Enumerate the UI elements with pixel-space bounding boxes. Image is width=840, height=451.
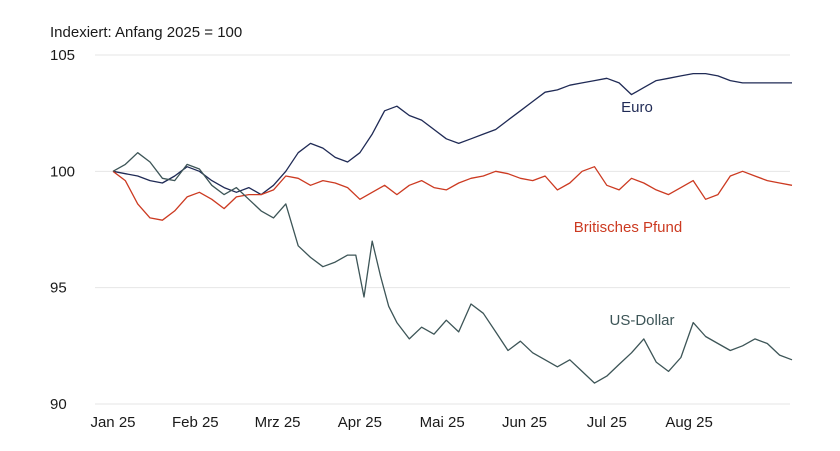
- x-tick-label: Jul 25: [587, 414, 627, 431]
- series-label: Britisches Pfund: [574, 219, 682, 236]
- series-lines: [112, 72, 793, 384]
- series-line-us-dollar: [112, 152, 793, 384]
- y-axis-ticks: 90 95 100 105: [50, 47, 75, 413]
- x-tick-label: Apr 25: [338, 414, 382, 431]
- series-label: US-Dollar: [609, 312, 674, 329]
- x-tick-label: Aug 25: [665, 414, 713, 431]
- x-tick-label: Jun 25: [502, 414, 547, 431]
- x-axis-ticks: Jan 25 Feb 25 Mrz 25 Apr 25 Mai 25 Jun 25 Jul …: [90, 414, 712, 431]
- chart-title: Indexiert: Anfang 2025 = 100: [50, 24, 242, 41]
- series-labels: Euro Britisches Pfund US-Dollar: [574, 99, 682, 329]
- y-tick-label: 90: [50, 396, 67, 413]
- series-line-britisches-pfund: [112, 166, 793, 221]
- x-tick-label: Feb 25: [172, 414, 219, 431]
- series-line-euro: [112, 72, 792, 196]
- series-label: Euro: [621, 99, 653, 116]
- y-tick-label: 100: [50, 163, 75, 180]
- x-tick-label: Mai 25: [420, 414, 465, 431]
- x-tick-label: Mrz 25: [255, 414, 301, 431]
- gridlines: [95, 54, 790, 405]
- y-tick-label: 105: [50, 47, 75, 64]
- y-tick-label: 95: [50, 280, 67, 297]
- x-tick-label: Jan 25: [90, 414, 135, 431]
